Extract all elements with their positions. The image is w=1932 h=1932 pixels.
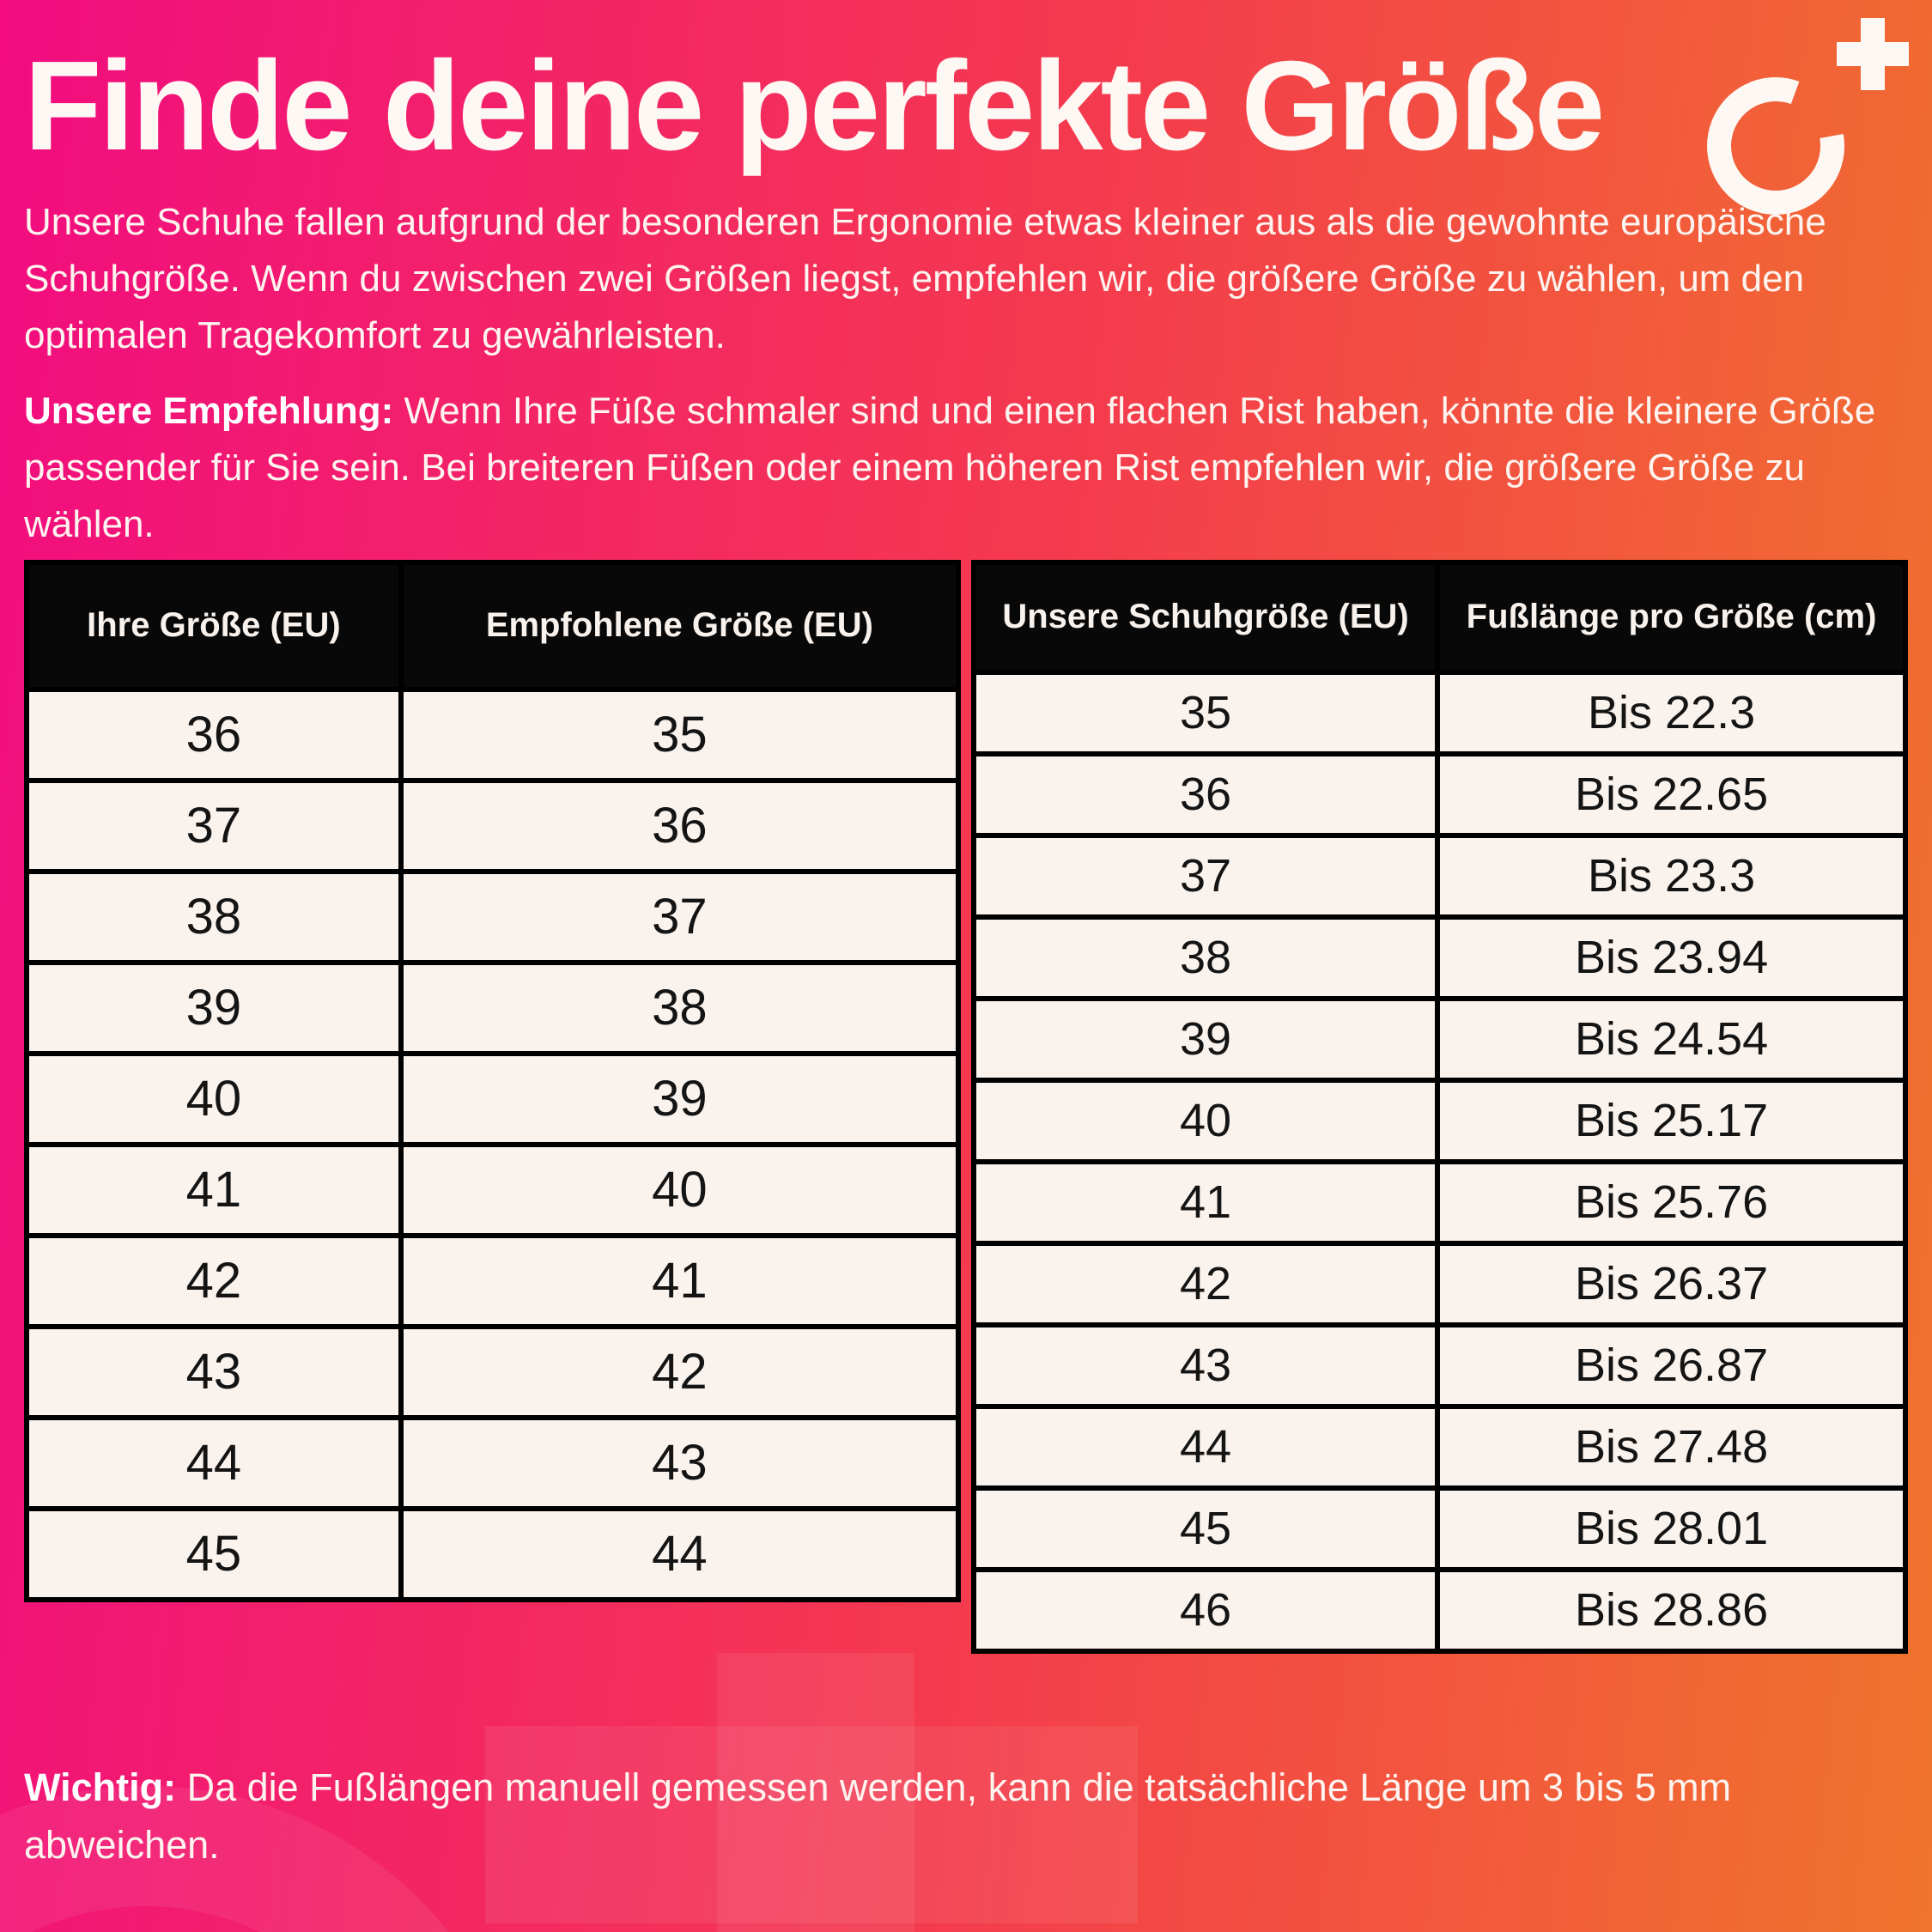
circle-plus-logo-icon — [1707, 18, 1909, 215]
table-cell: 46 — [970, 1566, 1441, 1654]
column-header: Empfohlene Größe (EU) — [398, 559, 962, 692]
table-cell: 45 — [24, 1505, 404, 1602]
table-cell: Bis 22.65 — [1435, 750, 1908, 838]
table-cell: Bis 24.54 — [1435, 995, 1908, 1083]
table-cell: 40 — [24, 1050, 404, 1147]
table-cell: 36 — [24, 686, 404, 783]
table-cell: Bis 25.76 — [1435, 1158, 1908, 1246]
table-row: 39 38 — [24, 959, 962, 1056]
table-row: 44 Bis 27.48 — [970, 1403, 1908, 1491]
recommendation-paragraph: Unsere Empfehlung: Wenn Ihre Füße schmal… — [24, 383, 1908, 553]
table-cell: 42 — [398, 1323, 962, 1420]
table-cell: Bis 26.87 — [1435, 1321, 1908, 1409]
table-row: 40 Bis 25.17 — [970, 1077, 1908, 1164]
note-label: Wichtig: — [24, 1765, 177, 1809]
table-cell: 44 — [24, 1414, 404, 1511]
table-cell: 40 — [398, 1141, 962, 1238]
table-cell: Bis 23.94 — [1435, 914, 1908, 1001]
table-cell: Bis 22.3 — [1435, 669, 1908, 756]
table-row: 46 Bis 28.86 — [970, 1566, 1908, 1654]
table-row: 44 43 — [24, 1414, 962, 1511]
column-header: Unsere Schuhgröße (EU) — [970, 559, 1441, 675]
table-cell: 38 — [970, 914, 1441, 1001]
table-cell: 45 — [970, 1485, 1441, 1572]
table-cell: 35 — [398, 686, 962, 783]
table-row: 40 39 — [24, 1050, 962, 1147]
table-row: 36 Bis 22.65 — [970, 750, 1908, 838]
table-cell: 35 — [970, 669, 1441, 756]
table-cell: 38 — [398, 959, 962, 1056]
table-cell: 43 — [398, 1414, 962, 1511]
note-text: Da die Fußlängen manuell gemessen werden… — [24, 1765, 1732, 1868]
measurement-note: Wichtig: Da die Fußlängen manuell gemess… — [24, 1759, 1908, 1874]
table-row: 37 36 — [24, 777, 962, 874]
table-cell: 42 — [24, 1232, 404, 1329]
table-cell: 37 — [24, 777, 404, 874]
table-cell: 41 — [970, 1158, 1441, 1246]
page-title: Finde deine perfekte Größe — [24, 35, 1605, 177]
table-cell: Bis 27.48 — [1435, 1403, 1908, 1491]
table-cell: 42 — [970, 1240, 1441, 1327]
foot-length-table-head: Unsere Schuhgröße (EU) Fußlänge pro Größe… — [970, 559, 1908, 675]
table-cell: 41 — [24, 1141, 404, 1238]
table-row: 38 Bis 23.94 — [970, 914, 1908, 1001]
size-conversion-table: Ihre Größe (EU) Empfohlene Größe (EU) 36 3… — [24, 559, 962, 1602]
table-cell: Bis 25.17 — [1435, 1077, 1908, 1164]
table-row: 35 Bis 22.3 — [970, 669, 1908, 756]
table-cell: 36 — [970, 750, 1441, 838]
table-cell: 43 — [24, 1323, 404, 1420]
size-conversion-table-body: 36 35 37 36 38 37 39 38 40 39 41 40 42 41 43 42 44 43 45 44 — [24, 686, 962, 1602]
table-cell: Bis 28.01 — [1435, 1485, 1908, 1572]
table-cell: Bis 26.37 — [1435, 1240, 1908, 1327]
table-cell: 37 — [970, 832, 1441, 920]
foot-length-table: Unsere Schuhgröße (EU) Fußlänge pro Größe… — [970, 559, 1908, 1654]
table-cell: 43 — [970, 1321, 1441, 1409]
table-cell: 44 — [970, 1403, 1441, 1491]
table-row: 42 Bis 26.37 — [970, 1240, 1908, 1327]
table-row: 42 41 — [24, 1232, 962, 1329]
table-row: 41 40 — [24, 1141, 962, 1238]
recommendation-label: Unsere Empfehlung: — [24, 389, 394, 432]
table-cell: 38 — [24, 868, 404, 965]
table-cell: 37 — [398, 868, 962, 965]
table-row: 43 42 — [24, 1323, 962, 1420]
table-row: 38 37 — [24, 868, 962, 965]
table-row: 37 Bis 23.3 — [970, 832, 1908, 920]
table-row: 41 Bis 25.76 — [970, 1158, 1908, 1246]
table-cell: 39 — [398, 1050, 962, 1147]
table-cell: 41 — [398, 1232, 962, 1329]
table-cell: 44 — [398, 1505, 962, 1602]
column-header: Fußlänge pro Größe (cm) — [1435, 559, 1908, 675]
table-cell: 40 — [970, 1077, 1441, 1164]
table-cell: 39 — [24, 959, 404, 1056]
tables-section: Ihre Größe (EU) Empfohlene Größe (EU) 36 3… — [24, 559, 1908, 1654]
table-cell: Bis 28.86 — [1435, 1566, 1908, 1654]
recommendation-text: Wenn Ihre Füße schmaler sind und einen f… — [24, 389, 1876, 545]
table-row: 36 35 — [24, 686, 962, 783]
intro-text: Unsere Schuhe fallen aufgrund der besond… — [24, 200, 1826, 356]
table-row: 39 Bis 24.54 — [970, 995, 1908, 1083]
table-row: 45 Bis 28.01 — [970, 1485, 1908, 1572]
header-row: Ihre Größe (EU) Empfohlene Größe (EU) — [24, 559, 962, 692]
table-row: 45 44 — [24, 1505, 962, 1602]
table-row: 43 Bis 26.87 — [970, 1321, 1908, 1409]
size-conversion-table-head: Ihre Größe (EU) Empfohlene Größe (EU) — [24, 559, 962, 692]
table-cell: 36 — [398, 777, 962, 874]
intro-paragraph: Unsere Schuhe fallen aufgrund der besond… — [24, 194, 1908, 364]
table-cell: 39 — [970, 995, 1441, 1083]
column-header: Ihre Größe (EU) — [24, 559, 404, 692]
header-row: Unsere Schuhgröße (EU) Fußlänge pro Größe… — [970, 559, 1908, 675]
foot-length-table-body: 35 Bis 22.3 36 Bis 22.65 37 Bis 23.3 38 Bis 23.… — [970, 669, 1908, 1654]
table-cell: Bis 23.3 — [1435, 832, 1908, 920]
